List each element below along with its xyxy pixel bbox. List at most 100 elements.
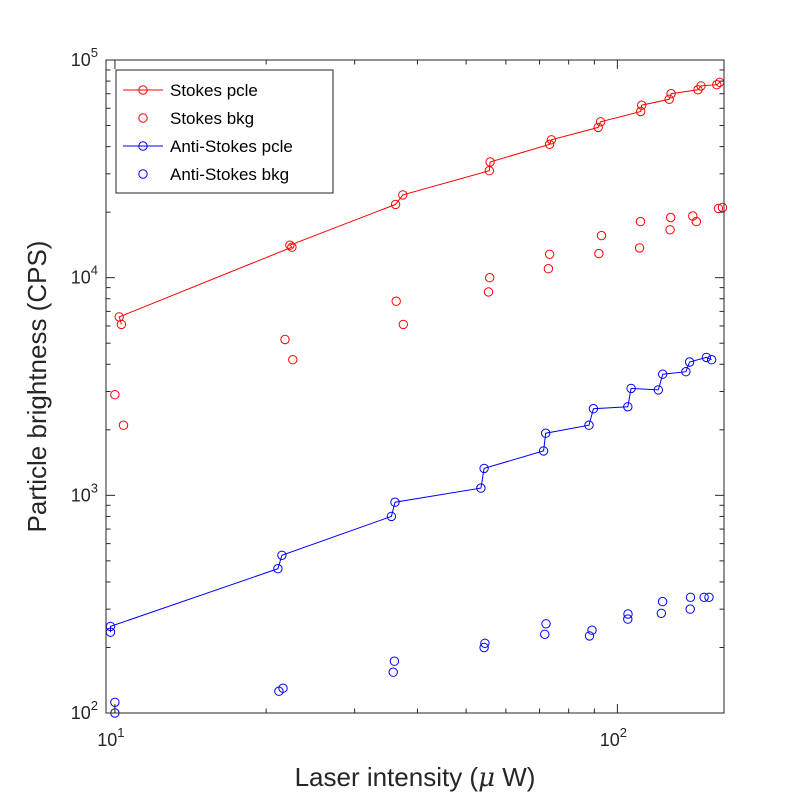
x-tick-label-base: 10 [97,730,117,750]
y-tick-label: 104 [71,263,98,288]
data-point [485,273,495,283]
y-tick-label-base: 10 [71,485,91,505]
data-point [587,625,597,635]
data-point [544,249,555,260]
data-point [389,656,400,666]
x-tick-label-exp: 2 [620,725,627,740]
data-point [278,683,288,693]
x-tick-label-base: 10 [600,730,620,750]
series-layer [105,77,728,718]
data-point [623,402,633,412]
x-axis-title-unit: W) [495,762,535,792]
legend-label: Anti-Stokes pcle [170,137,293,156]
y-tick-label: 103 [71,480,98,505]
data-point [476,483,486,493]
data-point [635,216,646,227]
data-point [386,511,397,522]
data-point [706,355,717,365]
data-point [588,404,599,414]
legend-label: Anti-Stokes bkg [170,165,289,184]
data-point [280,334,290,345]
axes-box [105,59,725,714]
data-point [688,211,698,221]
x-tick-label: 101 [97,725,124,750]
legend-label: Stokes pcle [170,81,258,100]
data-point [485,157,495,167]
data-point [287,242,297,252]
data-point [595,117,606,127]
data-point [388,667,398,677]
data-point [681,367,691,377]
data-point [391,296,401,306]
data-point [277,550,287,560]
series-2 [105,352,717,637]
legend-item: Anti-Stokes bkg [138,165,289,184]
data-point [666,89,676,99]
data-point [596,230,607,241]
data-point [623,614,633,624]
y-tick-label: 105 [71,45,98,70]
y-tick-label: 102 [71,698,98,723]
x-tick-label: 102 [600,725,627,750]
data-point [288,355,298,365]
series-1 [110,202,728,430]
data-point [704,592,714,602]
data-point [285,240,295,250]
data-point [685,592,696,602]
data-point [713,203,724,214]
data-point [593,122,603,133]
data-point [546,135,557,145]
legend-marker [138,141,148,151]
data-point [541,619,551,629]
data-point [657,596,668,607]
data-point [541,428,551,438]
data-point [480,638,490,648]
data-point [538,446,549,456]
data-point [483,287,494,297]
x-axis-title-mu: μ [478,763,495,793]
data-point [623,609,633,619]
legend-marker [138,169,148,179]
data-point [594,248,604,259]
data-point [543,264,554,274]
data-point [479,642,489,653]
data-point [685,604,695,614]
data-point [665,225,675,235]
legend-marker [138,85,148,95]
data-point [696,81,706,91]
data-point [691,216,701,227]
y-axis-title: Particle brightness (CPS) [22,241,52,533]
data-point [712,80,722,90]
data-point [684,357,695,367]
data-point [540,629,550,639]
data-point [544,139,555,150]
y-tick-label-exp: 3 [91,480,98,495]
x-axis-title-text: Laser intensity ( [295,762,479,792]
data-point [666,212,676,223]
data-point [653,385,663,395]
data-point [656,608,666,618]
data-point [636,106,646,117]
legend-marker [138,113,148,123]
data-point [634,243,645,253]
data-point [637,100,647,110]
data-point [118,420,129,430]
y-tick-label-base: 10 [71,50,91,70]
data-point [626,383,636,394]
y-tick-label-base: 10 [71,268,91,288]
legend-item: Anti-Stokes pcle [123,137,293,156]
y-tick-label-exp: 5 [91,45,98,60]
legend-item: Stokes bkg [138,109,254,128]
data-point [701,352,712,363]
data-point [273,564,283,574]
data-point [699,592,709,602]
series-0 [114,77,725,330]
data-point [390,199,401,210]
data-point [658,369,668,379]
data-point [110,390,120,400]
data-point [664,94,674,105]
x-tick-label-exp: 1 [117,725,124,740]
data-point [584,631,595,641]
data-point [398,319,408,330]
